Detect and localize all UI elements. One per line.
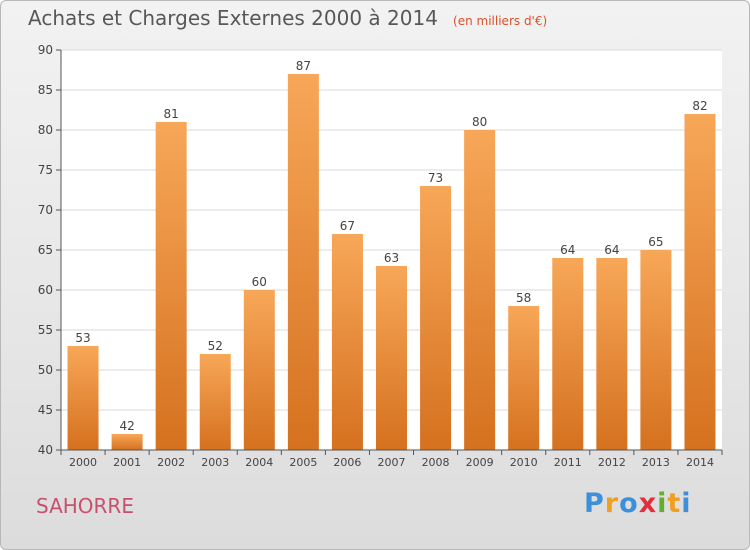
bar-2007: [376, 266, 407, 450]
y-tick-label: 45: [38, 403, 53, 417]
logo-letter: o: [619, 488, 639, 519]
y-tick-label: 40: [38, 443, 53, 457]
bar-2014: [684, 114, 716, 450]
data-label-2009: 80: [472, 115, 487, 129]
y-tick-label: 60: [38, 283, 53, 297]
x-tick-label-2006: 2006: [333, 456, 361, 469]
proxiti-logo: Proxiti: [584, 488, 692, 519]
bar-2006: [331, 234, 363, 450]
data-label-2012: 64: [604, 243, 619, 257]
bars: [67, 74, 716, 450]
bar-2004: [243, 290, 275, 450]
y-tick-label: 75: [38, 163, 53, 177]
y-tick-label: 80: [38, 123, 53, 137]
y-tick-label: 55: [38, 323, 53, 337]
bar-2011: [552, 258, 584, 450]
x-tick-label-2000: 2000: [69, 456, 97, 469]
data-label-2000: 53: [75, 331, 90, 345]
axes: [56, 49, 723, 455]
logo-letter: r: [604, 488, 620, 519]
bar-2012: [596, 258, 628, 450]
bar-2001: [111, 434, 143, 450]
logo-letter: i: [657, 488, 668, 519]
x-tick-label-2009: 2009: [466, 456, 494, 469]
x-tick-label-2007: 2007: [378, 456, 406, 469]
data-label-2014: 82: [692, 99, 707, 113]
commune-name: SAHORRE: [36, 494, 134, 518]
bar-2013: [640, 250, 672, 450]
logo-letter: t: [667, 488, 682, 519]
bar-2000: [67, 346, 99, 450]
data-label-2003: 52: [208, 339, 223, 353]
chart-unit-note: (en milliers d'€): [453, 14, 548, 28]
y-tick-label: 85: [38, 83, 53, 97]
data-label-2011: 64: [560, 243, 575, 257]
bar-2005: [287, 74, 319, 450]
title-block: Achats et Charges Externes 2000 à 2014 (…: [28, 6, 547, 30]
x-tick-label-2004: 2004: [245, 456, 273, 469]
x-tick-label-2008: 2008: [422, 456, 450, 469]
bar-2009: [464, 130, 496, 450]
data-label-2002: 81: [164, 107, 179, 121]
x-tick-label-2013: 2013: [642, 456, 670, 469]
data-label-2006: 67: [340, 219, 355, 233]
bar-2002: [155, 122, 187, 450]
data-label-2005: 87: [296, 59, 311, 73]
bar-2010: [508, 306, 540, 450]
x-tick-label-2014: 2014: [686, 456, 714, 469]
data-label-2004: 60: [252, 275, 267, 289]
y-tick-label: 50: [38, 363, 53, 377]
logo-letter: x: [638, 488, 658, 519]
logo-letter: i: [681, 488, 692, 519]
x-tick-label-2012: 2012: [598, 456, 626, 469]
bar-2003: [199, 354, 231, 450]
data-label-2008: 73: [428, 171, 443, 185]
logo-letter: P: [584, 488, 605, 519]
x-tick-label-2001: 2001: [113, 456, 141, 469]
x-tick-label-2011: 2011: [554, 456, 582, 469]
x-tick-label-2005: 2005: [289, 456, 317, 469]
x-tick-label-2002: 2002: [157, 456, 185, 469]
bar-2008: [420, 186, 452, 450]
data-label-2007: 63: [384, 251, 399, 265]
data-label-2001: 42: [119, 419, 134, 433]
chart-title: Achats et Charges Externes 2000 à 2014: [28, 6, 438, 30]
data-label-2010: 58: [516, 291, 531, 305]
y-tick-label: 70: [38, 203, 53, 217]
x-tick-label-2010: 2010: [510, 456, 538, 469]
y-tick-label: 65: [38, 243, 53, 257]
x-tick-label-2003: 2003: [201, 456, 229, 469]
data-label-2013: 65: [648, 235, 663, 249]
y-tick-label: 90: [38, 43, 53, 57]
labels: 40 45 50 55 60 65 70 75 80 85 90 53 2000 42 2001 81 2002…: [38, 43, 714, 469]
